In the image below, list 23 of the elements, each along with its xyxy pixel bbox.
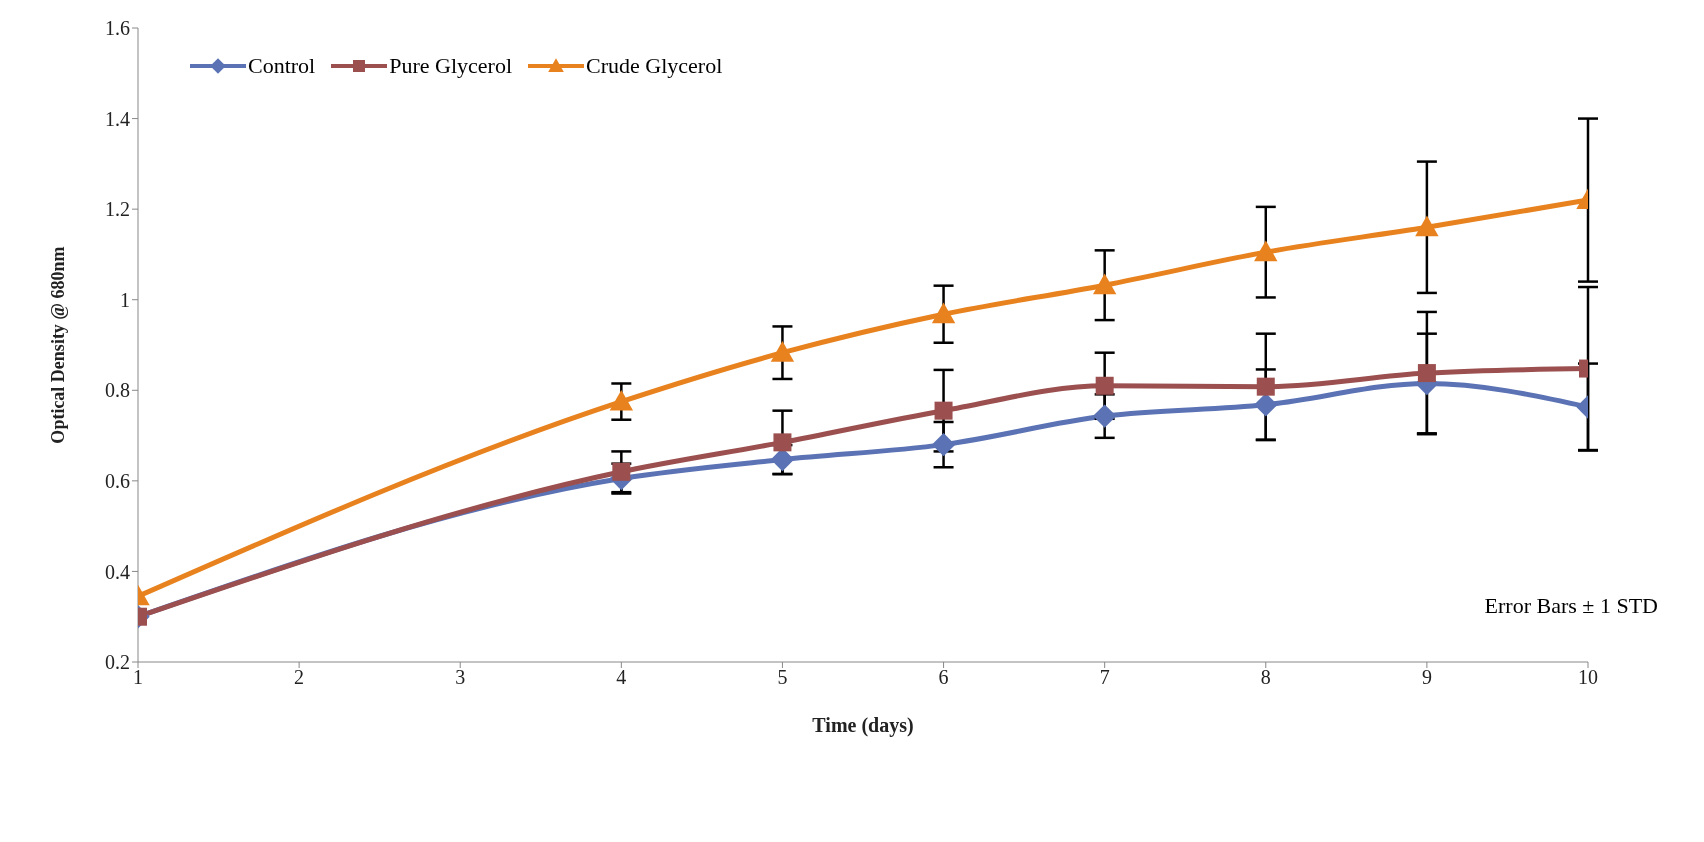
x-axis-title: Time (days) (812, 714, 914, 737)
y-tick-label: 0.2 (105, 651, 130, 674)
annotation: Error Bars ± 1 STD (1484, 593, 1658, 619)
x-tick-label: 2 (294, 666, 305, 689)
y-axis-title: Optical Density @ 680nm (48, 246, 69, 444)
y-tick-label: 0.8 (105, 379, 130, 402)
y-tick-label: 0.6 (105, 469, 130, 492)
legend-label: Pure Glycerol (389, 53, 513, 79)
y-tick-label: 1.6 (105, 17, 130, 40)
legend-label: Crude Glycerol (586, 53, 723, 79)
x-tick-label: 7 (1099, 666, 1110, 689)
y-tick-label: 0.4 (105, 560, 130, 583)
x-tick-label: 8 (1260, 666, 1271, 689)
x-tick-label: 6 (938, 666, 949, 689)
x-tick-label: 5 (777, 666, 788, 689)
legend-label: Control (248, 53, 316, 79)
x-tick-label: 3 (455, 666, 466, 689)
y-tick-label: 1.2 (105, 198, 130, 221)
y-tick-label: 1.4 (105, 107, 130, 130)
x-tick-label: 10 (1578, 666, 1598, 689)
y-tick-label: 1 (120, 288, 130, 311)
x-tick-label: 4 (616, 666, 627, 689)
x-tick-label: 9 (1421, 666, 1432, 689)
